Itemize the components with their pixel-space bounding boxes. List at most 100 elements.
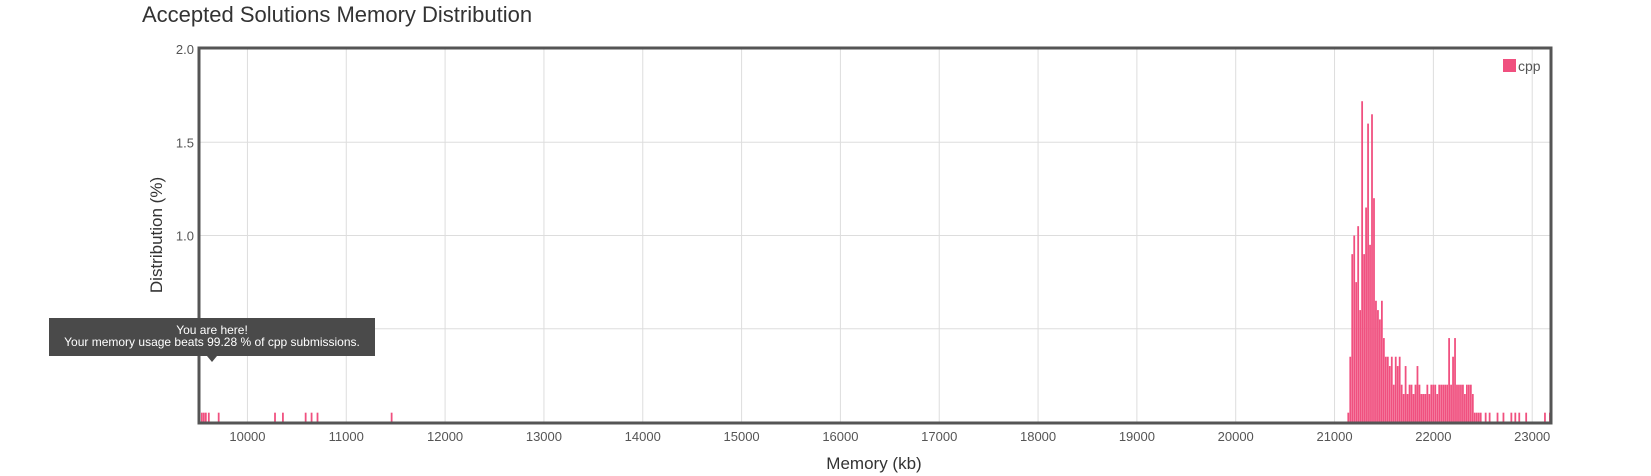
bar[interactable] <box>1357 226 1360 422</box>
bar[interactable] <box>1460 384 1462 422</box>
bar[interactable] <box>1432 384 1435 422</box>
bar[interactable] <box>1359 310 1362 422</box>
bar[interactable] <box>1466 384 1468 422</box>
bar[interactable] <box>1477 412 1480 422</box>
bar[interactable] <box>1484 412 1487 422</box>
x-tick-label: 12000 <box>427 429 463 444</box>
bar[interactable] <box>1442 384 1445 422</box>
bar[interactable] <box>1430 384 1433 422</box>
bar[interactable] <box>1365 207 1367 422</box>
bar[interactable] <box>1379 319 1381 422</box>
bar[interactable] <box>1375 300 1377 422</box>
bar[interactable] <box>1388 366 1391 422</box>
bar[interactable] <box>1351 254 1354 422</box>
bar[interactable] <box>1408 384 1411 422</box>
bar[interactable] <box>1361 101 1364 422</box>
bar[interactable] <box>1434 384 1437 422</box>
bar[interactable] <box>1386 356 1389 422</box>
bar[interactable] <box>1398 356 1401 422</box>
x-tick-label: 22000 <box>1415 429 1451 444</box>
bar[interactable] <box>1414 384 1417 422</box>
bar[interactable] <box>304 412 307 422</box>
bar[interactable] <box>282 412 284 422</box>
legend-swatch-cpp <box>1503 59 1516 72</box>
bar[interactable] <box>1450 384 1452 422</box>
bar[interactable] <box>390 412 393 422</box>
y-tick-label: 2.0 <box>176 42 194 57</box>
bar[interactable] <box>1525 412 1528 422</box>
bar[interactable] <box>1353 235 1356 423</box>
tooltip-arrow <box>207 356 217 362</box>
bar[interactable] <box>1452 356 1454 422</box>
bar[interactable] <box>1416 366 1419 422</box>
bar[interactable] <box>1410 384 1413 422</box>
bar[interactable] <box>1382 338 1385 422</box>
plot-frame <box>197 46 1553 425</box>
bar[interactable] <box>310 412 313 422</box>
bar[interactable] <box>1373 198 1375 422</box>
bar[interactable] <box>1377 310 1379 422</box>
bar[interactable] <box>1488 412 1491 422</box>
bar[interactable] <box>1438 384 1441 422</box>
bar[interactable] <box>1467 384 1470 422</box>
bar[interactable] <box>1454 338 1456 422</box>
bar[interactable] <box>1469 384 1472 422</box>
bar[interactable] <box>1471 394 1474 422</box>
bar[interactable] <box>1390 356 1393 422</box>
bar[interactable] <box>1473 412 1476 422</box>
bar[interactable] <box>1371 114 1373 422</box>
bar[interactable] <box>1418 384 1421 422</box>
bar[interactable] <box>1396 366 1399 422</box>
bar[interactable] <box>1384 356 1387 422</box>
bar[interactable] <box>217 412 220 422</box>
bar[interactable] <box>1420 394 1423 422</box>
bar[interactable] <box>1544 412 1546 422</box>
bar[interactable] <box>274 412 276 422</box>
bar[interactable] <box>1444 384 1447 422</box>
bar[interactable] <box>1440 384 1443 422</box>
legend[interactable]: cpp <box>1503 58 1541 74</box>
bar[interactable] <box>1347 412 1350 422</box>
bar[interactable] <box>1446 384 1449 422</box>
bar[interactable] <box>1510 412 1513 422</box>
bar[interactable] <box>1462 384 1464 422</box>
bar[interactable] <box>202 412 205 422</box>
bar[interactable] <box>1448 338 1450 422</box>
bar[interactable] <box>1402 394 1405 422</box>
bar[interactable] <box>204 412 207 422</box>
bar[interactable] <box>1369 244 1371 422</box>
bar[interactable] <box>1363 254 1365 422</box>
bar[interactable] <box>1424 394 1427 422</box>
bar[interactable] <box>1426 384 1429 422</box>
bar[interactable] <box>1458 384 1460 422</box>
bar[interactable] <box>316 412 319 422</box>
bar[interactable] <box>1400 384 1403 422</box>
bar[interactable] <box>1428 394 1431 422</box>
bar[interactable] <box>1479 412 1482 422</box>
bar[interactable] <box>1392 384 1395 422</box>
x-tick-labels: 10000 11000 12000 13000 14000 15000 16000 17000… <box>229 429 1550 444</box>
bar[interactable] <box>200 412 203 422</box>
bar[interactable] <box>1518 412 1521 422</box>
bar[interactable] <box>1412 394 1415 422</box>
bar[interactable] <box>1514 412 1517 422</box>
bar[interactable] <box>1406 394 1409 422</box>
bar[interactable] <box>1475 412 1478 422</box>
bar[interactable] <box>1404 366 1407 422</box>
bars <box>200 101 1551 423</box>
bar[interactable] <box>1422 394 1425 422</box>
y-tick-labels: 0.51.01.52.0 <box>176 42 194 337</box>
bar[interactable] <box>1367 123 1369 422</box>
bar[interactable] <box>1381 300 1383 422</box>
bar[interactable] <box>1349 356 1352 422</box>
bar[interactable] <box>1502 412 1505 422</box>
bar[interactable] <box>1355 282 1358 423</box>
bar[interactable] <box>1436 394 1439 422</box>
bar[interactable] <box>1496 412 1499 422</box>
x-tick-label: 20000 <box>1218 429 1254 444</box>
bar[interactable] <box>207 412 210 422</box>
bar[interactable] <box>1464 394 1466 422</box>
bar[interactable] <box>1456 384 1458 422</box>
bar[interactable] <box>1394 356 1397 422</box>
y-axis-label: Distribution (%) <box>147 177 166 293</box>
